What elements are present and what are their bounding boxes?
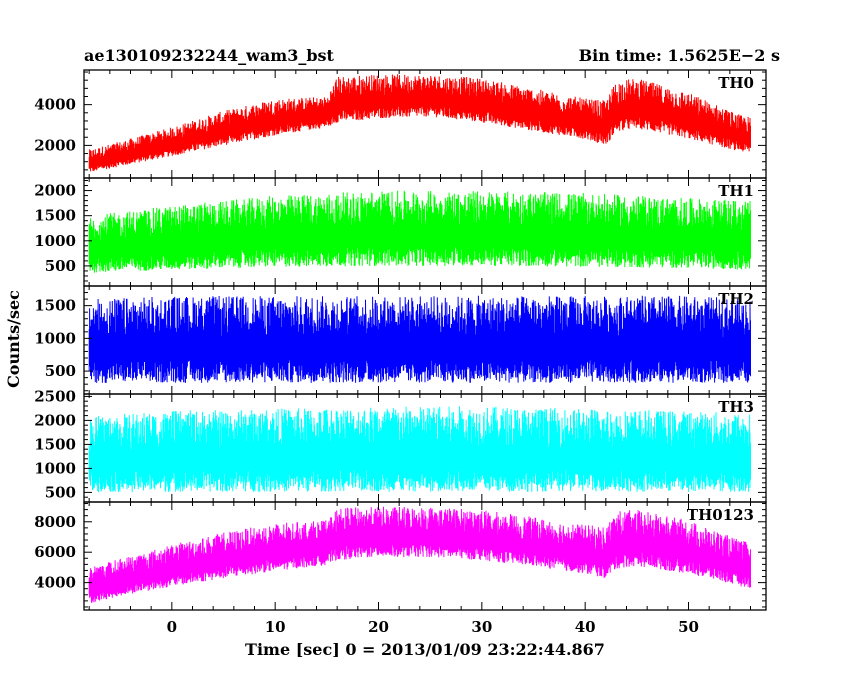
x-tick-label: 20 xyxy=(368,618,389,636)
x-tick-label: 30 xyxy=(471,618,492,636)
y-tick-label: 4000 xyxy=(34,96,76,114)
y-tick-label: 1500 xyxy=(34,207,76,225)
y-tick-label: 1500 xyxy=(34,297,76,315)
bin-time-label: Bin time: 1.5625E−2 s xyxy=(579,46,780,65)
y-tick-label: 1000 xyxy=(34,459,76,477)
panel-label-th2: TH2 xyxy=(718,290,754,308)
series-trace-th1 xyxy=(88,190,751,273)
x-tick-label: 40 xyxy=(575,618,596,636)
x-tick-label: 10 xyxy=(265,618,286,636)
y-tick-label: 4000 xyxy=(34,574,76,592)
series-trace-th0123 xyxy=(88,506,751,603)
y-tick-label: 1000 xyxy=(34,232,76,250)
y-tick-label: 2000 xyxy=(34,411,76,429)
series-trace-th2 xyxy=(88,295,751,383)
series-trace-th3 xyxy=(88,406,751,493)
x-tick-label: 50 xyxy=(678,618,699,636)
x-axis-label: Time [sec] 0 = 2013/01/09 23:22:44.867 xyxy=(245,640,605,659)
y-tick-label: 2500 xyxy=(34,387,76,405)
panel-label-th0: TH0 xyxy=(718,74,754,92)
y-tick-label: 2000 xyxy=(34,136,76,154)
y-tick-label: 1500 xyxy=(34,435,76,453)
x-tick-label: 0 xyxy=(167,618,177,636)
panel-label-th0123: TH0123 xyxy=(687,506,754,524)
panel-label-th1: TH1 xyxy=(718,182,754,200)
y-axis-label: Counts/sec xyxy=(4,290,23,388)
y-tick-label: 500 xyxy=(45,483,76,501)
panel-frame-th0123 xyxy=(83,501,767,611)
series-trace-th0 xyxy=(88,74,751,172)
y-tick-label: 6000 xyxy=(34,543,76,561)
panel-label-th3: TH3 xyxy=(718,398,754,416)
observation-id-title: ae130109232244_wam3_bst xyxy=(84,46,335,65)
y-tick-label: 8000 xyxy=(34,513,76,531)
y-tick-label: 500 xyxy=(45,362,76,380)
y-tick-label: 500 xyxy=(45,257,76,275)
y-tick-label: 2000 xyxy=(34,182,76,200)
y-tick-label: 1000 xyxy=(34,329,76,347)
